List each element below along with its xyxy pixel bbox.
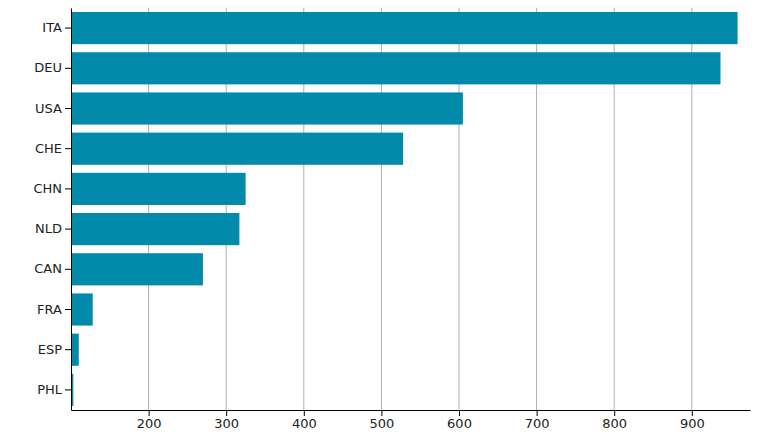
x-axis-line [72,410,751,411]
y-tick: ITA [42,20,71,35]
y-tick-mark [65,349,71,350]
x-axis: 200 300 400 500 600 700 800 900 [72,410,751,431]
y-tick: CHE [35,141,71,156]
y-tick-label: NLD [35,221,62,236]
x-tick-mark [304,410,305,416]
bar [71,173,246,205]
x-tick-mark [149,410,150,416]
y-tick: PHL [37,382,71,397]
y-tick: NLD [35,221,71,236]
x-tick: 500 [369,410,394,431]
y-tick-label: ITA [42,20,62,35]
plot: 200 300 400 500 600 700 800 900 ITA DEU USA CHE CHN N… [33,8,750,431]
bar [71,92,463,124]
y-axis-line [71,9,72,411]
bar [71,253,203,285]
y-tick-mark [65,28,71,29]
bars [71,12,738,406]
y-tick-label: CHN [33,181,62,196]
y-tick: CHN [33,181,71,196]
x-tick-mark [226,410,227,416]
y-tick: ESP [38,342,71,357]
y-tick-mark [65,68,71,69]
y-tick: CAN [34,261,71,276]
y-tick-mark [65,188,71,189]
x-tick-label: 900 [680,416,705,431]
x-tick-mark [537,410,538,416]
y-axis: ITA DEU USA CHE CHN NLD CAN FRA ESP PHL [33,9,71,411]
bar [71,213,239,245]
x-tick-label: 500 [369,416,394,431]
bar [71,133,403,165]
x-tick: 800 [602,410,627,431]
x-tick: 700 [525,410,550,431]
x-tick-label: 700 [525,416,550,431]
y-tick-label: ESP [38,342,62,357]
y-tick-label: CHE [35,141,62,156]
y-tick-label: DEU [34,60,62,75]
x-tick: 900 [680,410,705,431]
bar [71,293,93,325]
x-tick: 300 [214,410,239,431]
x-tick-label: 800 [602,416,627,431]
y-tick: FRA [37,302,71,317]
y-tick: DEU [34,60,71,75]
y-tick-label: PHL [37,382,63,397]
y-tick-mark [65,269,71,270]
y-tick-mark [65,229,71,230]
y-tick-label: USA [35,101,62,116]
bar [71,52,721,84]
y-tick-mark [65,389,71,390]
x-tick: 200 [137,410,162,431]
x-tick-mark [692,410,693,416]
x-tick: 400 [292,410,317,431]
x-tick-mark [614,410,615,416]
x-tick-label: 300 [214,416,239,431]
y-tick-mark [65,309,71,310]
x-tick-mark [459,410,460,416]
x-tick-label: 600 [447,416,472,431]
x-tick-label: 200 [137,416,162,431]
chart: 200 300 400 500 600 700 800 900 ITA DEU USA CHE CHN N… [0,0,771,442]
y-tick: USA [35,101,71,116]
y-tick-mark [65,108,71,109]
x-tick-label: 400 [292,416,317,431]
y-tick-label: FRA [37,302,62,317]
y-tick-label: CAN [34,261,62,276]
x-tick: 600 [447,410,472,431]
bar [71,334,79,366]
x-tick-mark [381,410,382,416]
y-tick-mark [65,148,71,149]
bar [71,12,738,44]
